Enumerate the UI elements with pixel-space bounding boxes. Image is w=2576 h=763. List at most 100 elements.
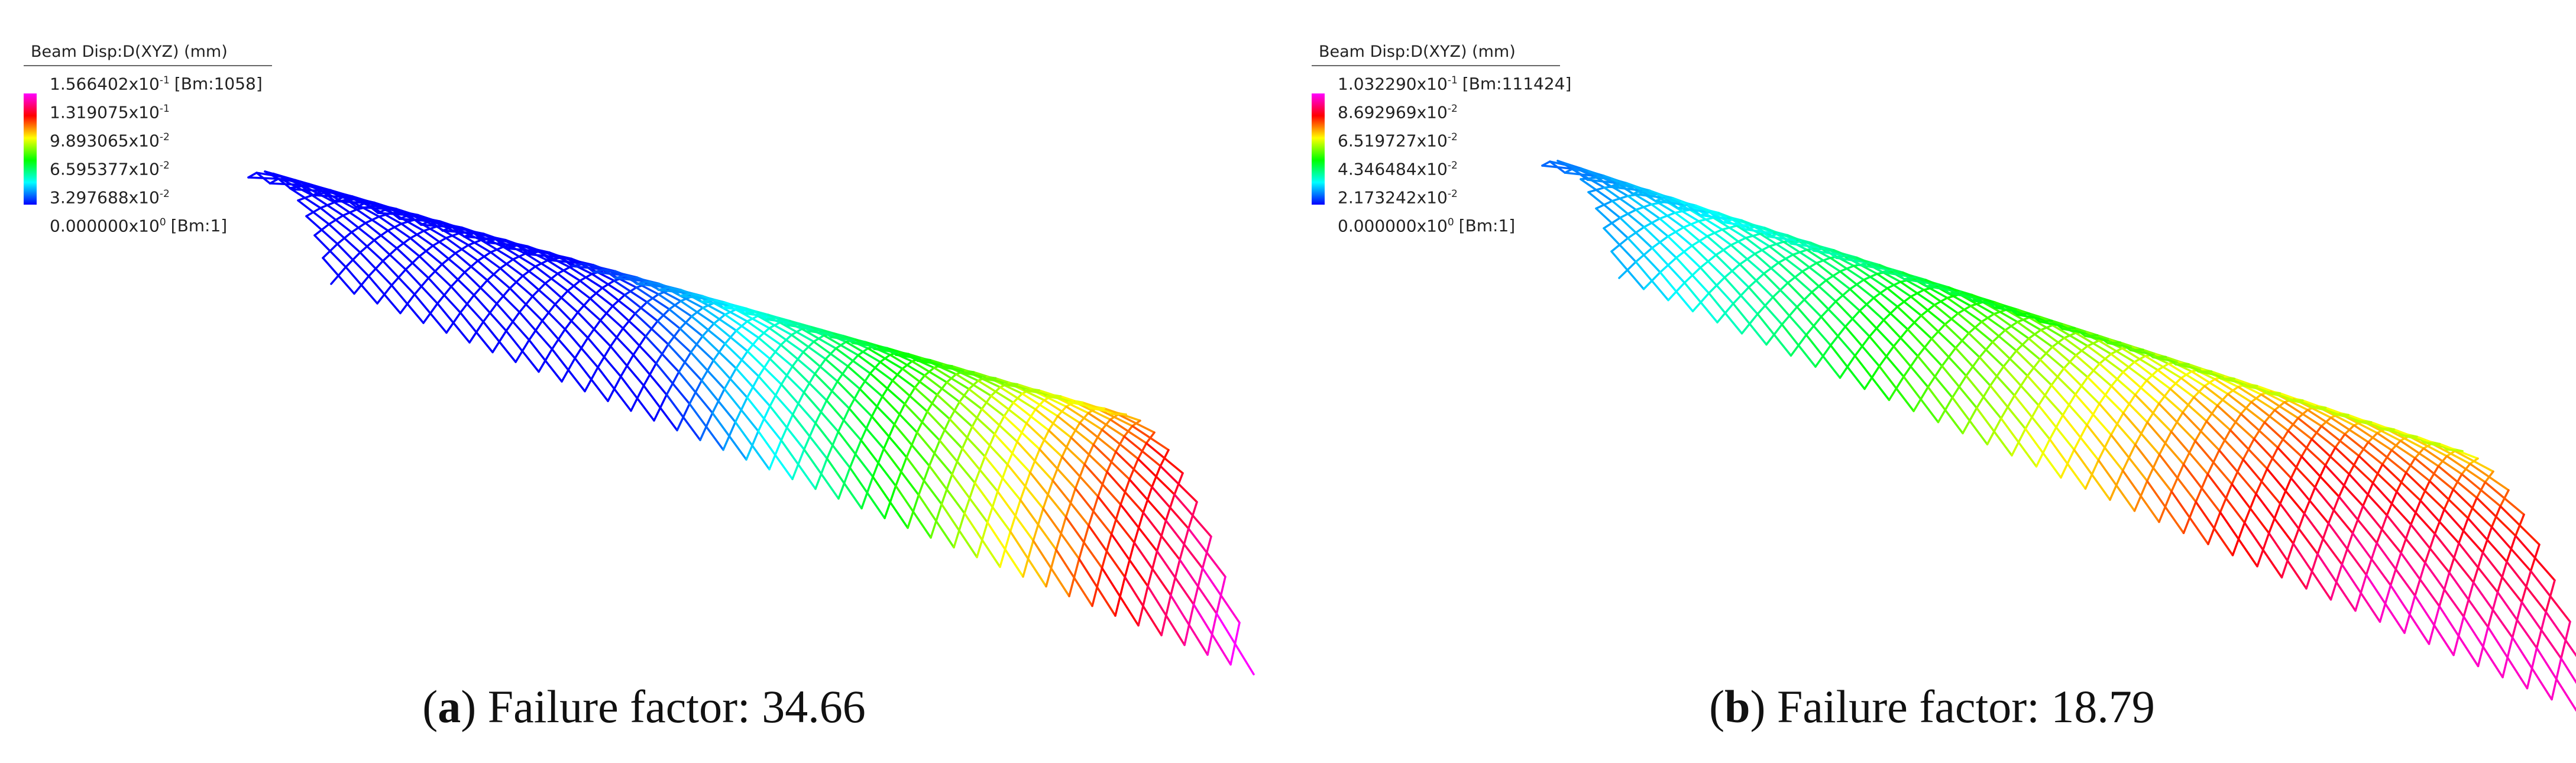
mesh-member [1691,292,1710,312]
mesh-member [432,237,447,247]
mesh-member [1872,287,1889,299]
mesh-member [1229,622,1241,666]
mesh-member [2481,526,2493,554]
panel-b: Beam Disp:D(XYZ) (mm) 1.032290x10-1 [Bm:1… [1288,0,2576,763]
mesh-member [1730,237,1747,247]
mesh-member [826,431,840,460]
mesh-member [2320,416,2332,428]
mesh-member [1954,332,1970,350]
mesh-member [467,239,483,247]
mesh-member [1541,160,1551,167]
mesh-member [803,422,817,451]
legend-title: Beam Disp:D(XYZ) (mm) [1319,43,1516,61]
mesh-member [2170,463,2185,493]
mesh-member [700,359,715,382]
mesh-member [2437,455,2448,467]
mesh-member [1708,211,1724,224]
mesh-member [2419,480,2431,502]
mesh-member [399,293,416,315]
mesh-member [2367,432,2378,444]
mesh-member [2334,433,2346,449]
mesh-member [976,521,989,558]
mesh-member [1115,435,1125,453]
mesh-member [1980,312,1995,323]
mesh-member [769,344,782,360]
mesh-member [355,202,367,208]
mesh-member [436,285,452,305]
mesh-member [690,306,704,318]
mesh-member [313,223,330,237]
mesh-member [916,410,928,434]
mesh-member [2180,370,2193,379]
mesh-member [1697,216,1715,222]
mesh-member [2243,493,2257,524]
mesh-member [1610,237,1629,253]
mesh-member [1991,329,2007,343]
mesh-member [1106,451,1117,473]
mesh-member [413,277,430,296]
mesh-member [1967,321,1983,334]
mesh-member [713,313,726,325]
mesh-member [601,279,616,289]
mesh-member [2506,535,2517,563]
mesh-member [2358,441,2370,457]
mesh-member [765,316,779,321]
mesh-member [836,365,849,383]
mesh-member [2134,379,2148,396]
mesh-member [852,341,866,344]
mesh-member [1796,291,1813,308]
mesh-member [1765,323,1783,346]
mesh-member [791,391,805,416]
mesh-member [2292,512,2306,545]
mesh-member [319,201,336,209]
mesh-member [247,172,258,179]
mesh-member [522,265,536,277]
mesh-member [2290,455,2303,480]
mesh-member [1767,232,1779,238]
mesh-member [1056,405,1067,418]
mesh-member [2310,425,2323,441]
mesh-member [1925,283,1939,287]
mesh-member [1722,218,1734,224]
mesh-member [506,244,519,250]
mesh-member [473,279,488,296]
mesh-member [2511,601,2523,639]
mesh-member [1989,365,2005,387]
mesh-member [342,208,358,217]
mesh-member [1079,412,1089,424]
mesh-member [768,321,781,329]
mesh-member [499,258,514,270]
mesh-member [587,319,601,339]
mesh-member [882,423,896,450]
mesh-member [1787,270,1804,284]
mesh-member [814,399,828,425]
mesh-member [1683,266,1702,284]
mesh-member [2016,316,2031,324]
mesh-member [993,415,1005,435]
mesh-member [949,400,961,421]
mesh-member [1187,501,1198,530]
mesh-member [2004,321,2019,331]
mesh-member [787,322,801,326]
mesh-member [830,335,844,338]
mesh-member [1667,282,1686,302]
mesh-member [2452,473,2463,491]
mesh-member [2193,384,2206,399]
mesh-member [509,274,524,290]
mesh-member [1723,263,1741,279]
mesh-member [491,329,507,354]
mesh-member [398,214,410,220]
mesh-member [700,298,714,303]
mesh-member [939,418,951,442]
mesh-member [305,206,322,218]
mesh-member [1128,458,1140,481]
grid-shell-mesh-a [247,170,1255,675]
mesh-member [769,383,782,408]
mesh-member [1700,211,1711,216]
mesh-member [2039,345,2054,361]
mesh-member [2000,394,2016,420]
mesh-member [1016,422,1028,443]
mesh-member [872,447,885,478]
mesh-member [2051,337,2066,348]
mesh-member [981,377,997,380]
